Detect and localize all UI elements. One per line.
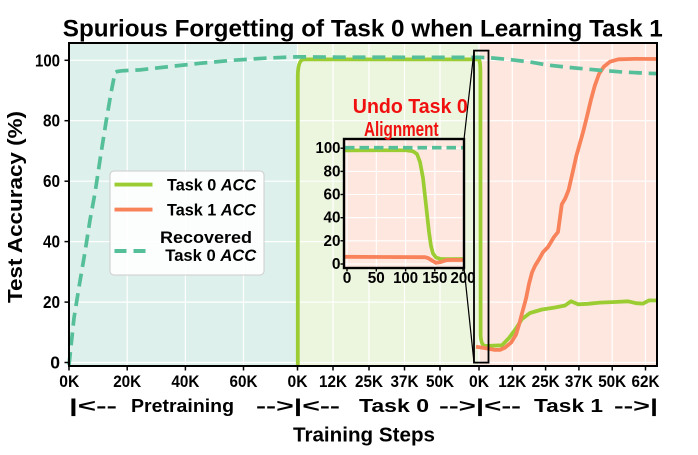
svg-text:Task 0: Task 0 (359, 396, 429, 416)
svg-text:50K: 50K (598, 372, 627, 391)
svg-text:0K: 0K (288, 372, 309, 391)
svg-text:Pretraining: Pretraining (131, 396, 234, 416)
svg-text:60: 60 (43, 171, 60, 191)
svg-text:Spurious Forgetting of Task 0: Spurious Forgetting of Task 0 when Learn… (63, 15, 663, 42)
svg-text:0: 0 (332, 256, 341, 273)
svg-text:100: 100 (316, 140, 341, 157)
svg-text:20: 20 (43, 292, 60, 312)
svg-text:50K: 50K (426, 372, 455, 391)
svg-text:40K: 40K (171, 372, 200, 391)
svg-text:40: 40 (324, 210, 341, 227)
svg-text:150: 150 (422, 270, 447, 287)
svg-text:37K: 37K (565, 372, 594, 391)
svg-text:50: 50 (368, 270, 385, 287)
svg-text:200: 200 (451, 270, 476, 287)
svg-text:Task 0 ACC: Task 0 ACC (165, 246, 257, 265)
svg-text:100: 100 (35, 50, 60, 70)
svg-text:12K: 12K (319, 372, 348, 391)
svg-text:-->|<--: -->|<-- (439, 396, 521, 416)
svg-text:Task 0 ACC: Task 0 ACC (167, 176, 257, 195)
svg-text:20: 20 (324, 233, 341, 250)
svg-text:37K: 37K (391, 372, 420, 391)
svg-text:62K: 62K (632, 372, 661, 391)
svg-text:0K: 0K (59, 372, 80, 391)
svg-text:25K: 25K (355, 372, 384, 391)
svg-text:12K: 12K (498, 372, 527, 391)
svg-text:60: 60 (324, 187, 341, 204)
svg-text:80: 80 (43, 111, 60, 131)
svg-text:Training Steps: Training Steps (293, 425, 435, 447)
svg-text:Test Accuracy (%): Test Accuracy (%) (5, 111, 27, 303)
svg-text:0K: 0K (469, 372, 490, 391)
svg-text:|<--: |<-- (69, 396, 117, 416)
svg-text:0: 0 (50, 353, 60, 373)
svg-text:-->|: -->| (614, 396, 658, 416)
svg-text:Task 1 ACC: Task 1 ACC (167, 201, 257, 220)
svg-text:20K: 20K (113, 372, 142, 391)
svg-text:25K: 25K (532, 372, 561, 391)
svg-text:Recovered: Recovered (160, 228, 252, 247)
svg-text:Alignment: Alignment (364, 119, 439, 141)
svg-text:0: 0 (343, 270, 352, 287)
svg-text:60K: 60K (230, 372, 259, 391)
svg-text:40: 40 (43, 232, 60, 252)
svg-text:100: 100 (393, 270, 418, 287)
svg-text:80: 80 (324, 163, 341, 180)
svg-text:-->|<--: -->|<-- (256, 396, 340, 416)
svg-text:Undo Task 0: Undo Task 0 (353, 96, 468, 118)
svg-text:Task 1: Task 1 (534, 396, 603, 416)
